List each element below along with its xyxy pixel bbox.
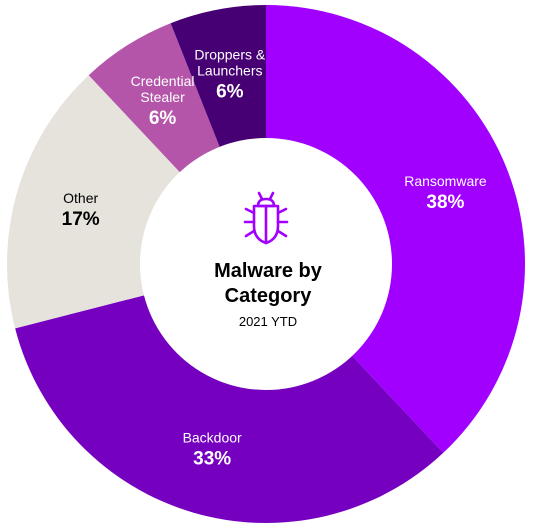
slice-value: 6% <box>149 108 177 129</box>
donut-slice-backdoor <box>15 264 444 523</box>
slice-label: Backdoor <box>183 429 242 445</box>
slice-value: 33% <box>193 448 231 469</box>
donut-slice-labels: Ransomware 38% Backdoor 33% Other 17% Credenti… <box>62 46 487 469</box>
chart-title-line-1: Malware by <box>214 260 323 282</box>
slice-value: 17% <box>62 209 100 230</box>
donut-slice-ransomware <box>266 5 526 453</box>
slice-label: Ransomware <box>404 173 487 189</box>
slice-label: Stealer <box>140 89 185 105</box>
chart-title-line-2: Category <box>225 285 313 307</box>
chart-subtitle: 2021 YTD <box>239 314 297 329</box>
slice-label: Droppers & <box>194 46 265 62</box>
slice-label: Credential <box>131 73 195 89</box>
center-hole <box>140 138 392 390</box>
slice-label: Other <box>63 190 98 206</box>
slice-value: 6% <box>216 81 244 102</box>
bug-icon <box>243 191 289 245</box>
donut-slices <box>7 5 526 523</box>
slice-label: Launchers <box>197 62 262 78</box>
slice-value: 38% <box>426 192 464 213</box>
